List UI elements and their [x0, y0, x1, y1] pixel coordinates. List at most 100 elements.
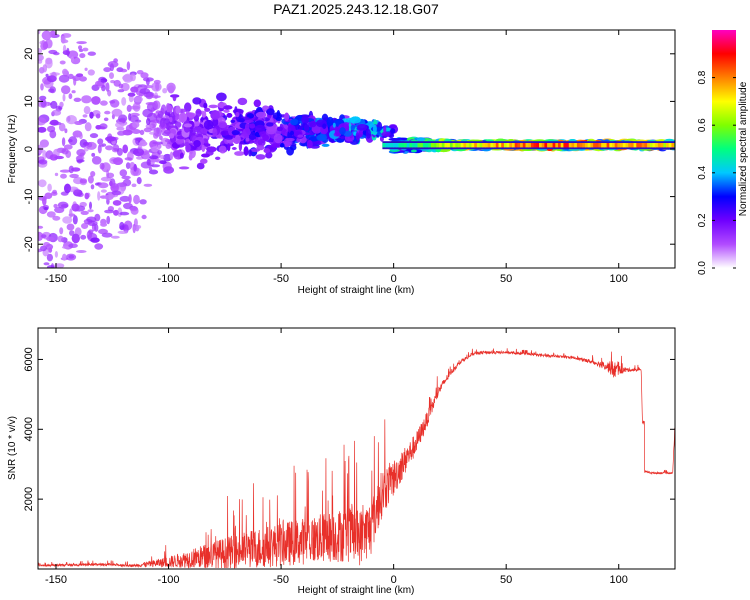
spectrogram-cell — [126, 61, 131, 71]
spectrogram-cell — [82, 47, 89, 52]
spectrogram-band-cell — [647, 143, 651, 148]
spectrogram-band-cell — [393, 143, 397, 148]
spectrogram-cell — [98, 228, 108, 235]
spectrogram-band-cell — [420, 143, 424, 148]
spectrogram-cell — [390, 128, 396, 134]
spectrogram-band-cell — [614, 143, 619, 148]
spectrogram-cell — [216, 92, 227, 102]
spectrogram-cell — [263, 148, 271, 154]
spectrogram-cell — [63, 144, 73, 150]
spectrogram-cell — [40, 83, 44, 91]
spectrogram-cell — [120, 68, 128, 73]
spectrogram-cell — [51, 109, 62, 116]
colorbar-tick-label: 0.4 — [697, 165, 708, 179]
spectrogram-cell — [90, 237, 100, 243]
spectrogram-cell — [84, 122, 92, 132]
spectrogram-cell — [160, 104, 167, 114]
spectrogram-band-cell — [439, 143, 443, 148]
spectrogram-cell — [59, 227, 64, 235]
spectrogram-cell — [79, 133, 83, 140]
spectrogram-band-cell — [490, 143, 494, 148]
spectrogram-cell — [60, 173, 67, 179]
spectrogram-cell — [80, 210, 89, 215]
colorbar-ticks: 0.0 0.2 0.4 0.6 0.8 — [697, 70, 736, 275]
spectrogram-cell — [143, 183, 153, 187]
spectrogram-cell — [276, 110, 281, 118]
spectrogram-band-cell — [479, 143, 484, 148]
spectrogram-band-cell — [671, 143, 675, 148]
spectrogram-cell — [104, 110, 111, 115]
spectrogram-cell — [64, 128, 68, 134]
spectrogram-cell — [201, 153, 210, 158]
spectrogram-cell — [266, 122, 274, 127]
spectrogram-cell — [149, 155, 159, 160]
spectrogram-cell — [245, 137, 250, 142]
spectrogram-x-tick-label: 50 — [500, 273, 512, 285]
spectrogram-band-cell — [404, 143, 408, 148]
spectrogram-cell — [309, 120, 317, 128]
spectrogram-cell — [184, 102, 192, 113]
spectrogram-cell — [62, 93, 66, 102]
spectrogram-cell — [132, 121, 140, 128]
spectrogram-cell — [203, 119, 214, 130]
spectrogram-cell — [105, 136, 116, 142]
spectrogram-cell — [44, 207, 49, 211]
spectrogram-band-cell — [460, 143, 465, 148]
spectrogram-cell — [208, 104, 218, 109]
spectrogram-cell — [235, 111, 240, 118]
spectrogram-cell — [140, 72, 149, 79]
spectrogram-cell — [69, 173, 79, 179]
spectrogram-band-cell — [649, 143, 654, 148]
spectrogram-cell — [89, 201, 92, 210]
spectrogram-cell — [139, 129, 145, 136]
spectrogram-cell — [66, 223, 75, 231]
spectrogram-cell — [188, 154, 193, 161]
spectrogram-band-cell — [612, 143, 616, 148]
snr-x-tick-label: 0 — [391, 574, 397, 586]
spectrogram-cell — [320, 125, 329, 135]
spectrogram-x-tick-label: 100 — [610, 273, 628, 285]
spectrogram-band-cell — [395, 143, 400, 148]
spectrogram-cell — [60, 85, 71, 95]
spectrogram-cell — [113, 209, 119, 216]
snr-y-ticks: 2000 4000 6000 — [23, 347, 675, 511]
spectrogram-band-cell — [568, 143, 573, 148]
colorbar-tick-label: 0.6 — [697, 118, 708, 132]
spectrogram-band-cell — [498, 143, 502, 148]
spectrogram-cell — [54, 155, 64, 160]
spectrogram-cell — [237, 97, 248, 106]
spectrogram-cell — [159, 135, 163, 140]
snr-y-tick-label: 2000 — [23, 487, 35, 511]
spectrogram-cell — [100, 78, 108, 83]
spectrogram-cell — [62, 68, 68, 76]
spectrogram-cell — [90, 171, 96, 177]
spectrogram-band-cell — [558, 143, 562, 148]
snr-x-tick-label: 50 — [500, 574, 512, 586]
spectrogram-band-cell — [501, 143, 505, 148]
spectrogram-cell — [129, 206, 138, 212]
spectrogram-cell — [133, 148, 145, 157]
spectrogram-cell — [138, 141, 148, 147]
spectrogram-cell — [143, 150, 150, 155]
spectrogram-cell — [53, 203, 58, 209]
spectrogram-cell — [38, 30, 41, 35]
colorbar-tick-label: 0.8 — [697, 70, 708, 84]
spectrogram-cell — [69, 230, 75, 236]
spectrogram-cell — [110, 183, 119, 193]
spectrogram-band-cell — [590, 143, 594, 148]
spectrogram-band-cell — [417, 143, 421, 148]
spectrogram-cell — [224, 138, 234, 145]
spectrogram-cell — [348, 122, 352, 132]
spectrogram-cell — [76, 159, 85, 163]
spectrogram-band-cell — [520, 143, 524, 148]
spectrogram-cell — [410, 149, 417, 153]
spectrogram-cell — [100, 222, 107, 227]
spectrogram-band-cell — [598, 143, 602, 148]
snr-x-tick-label: 100 — [610, 574, 628, 586]
spectrogram-cell — [176, 135, 185, 140]
spectrogram-cell — [163, 166, 175, 174]
spectrogram-cell — [358, 130, 363, 138]
spectrogram-cell — [89, 111, 94, 119]
spectrogram-band-cell — [512, 143, 516, 148]
spectrogram-cell — [287, 124, 296, 134]
